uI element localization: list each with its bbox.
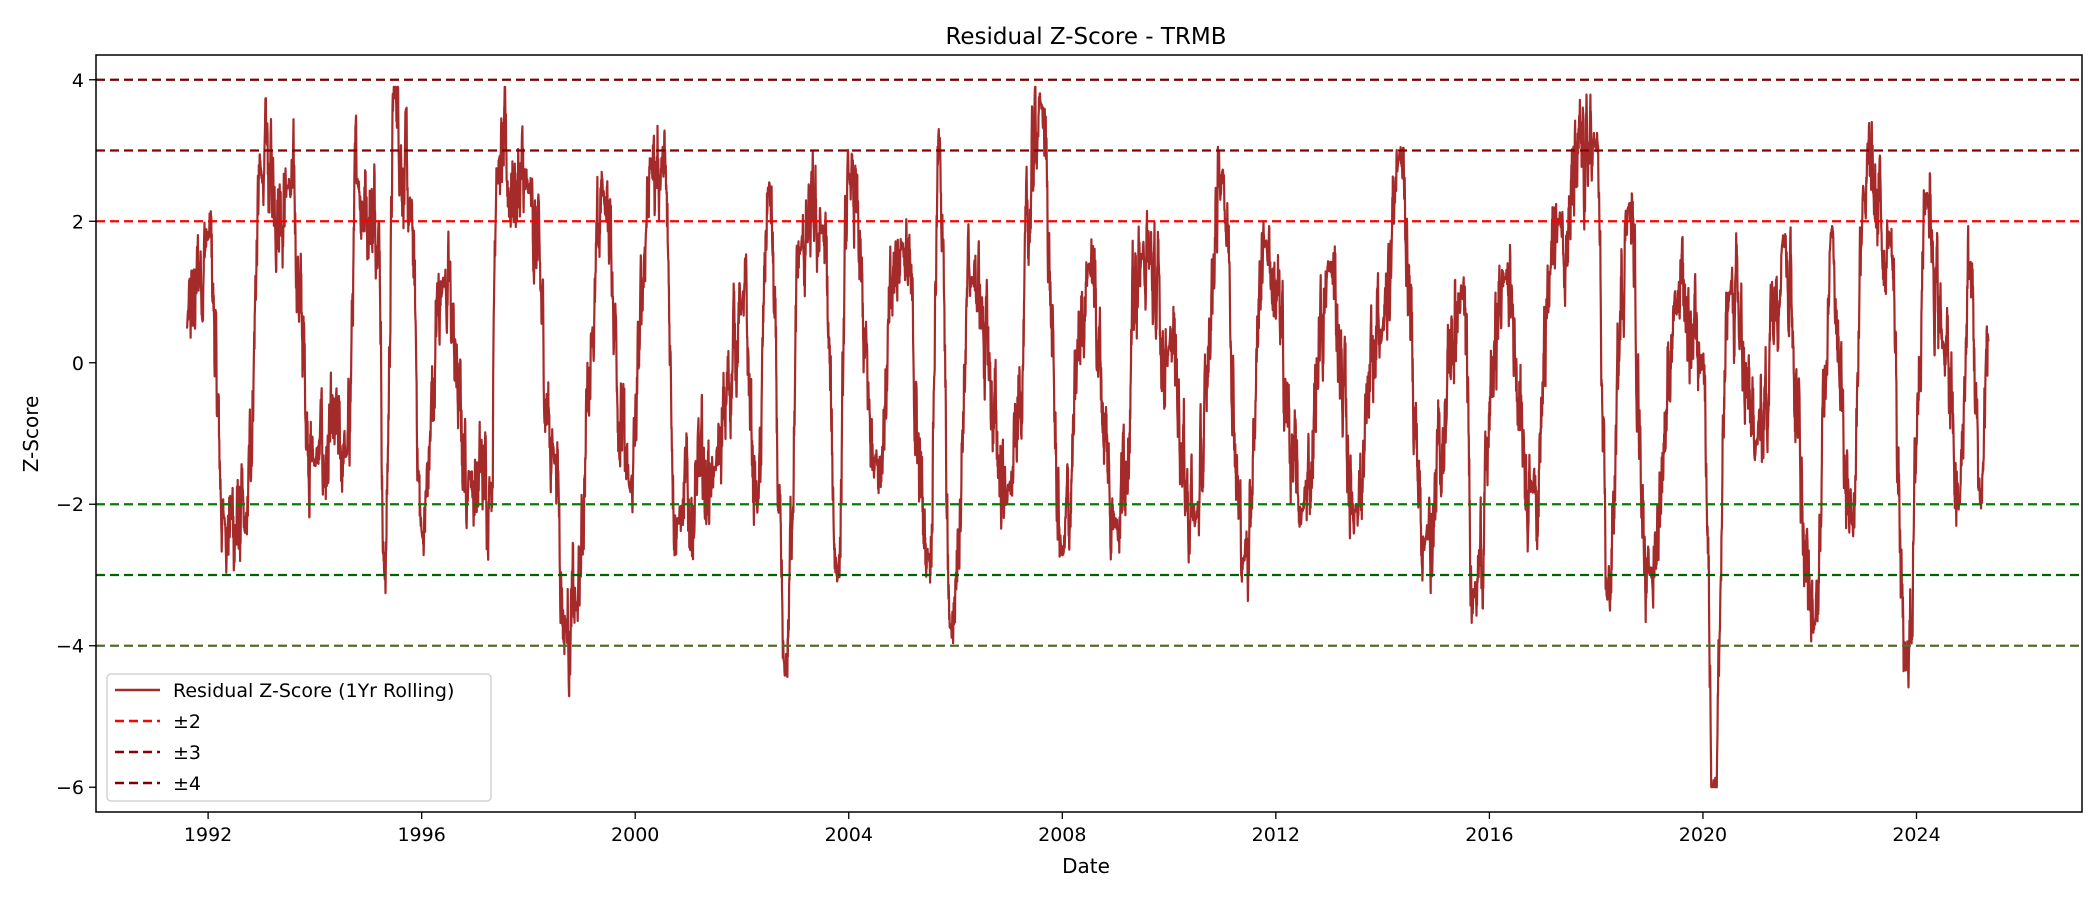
y-axis: 4 2 0 −2 −4 −6 [56, 70, 96, 799]
legend-label-2: ±2 [173, 711, 201, 733]
legend-label-residual: Residual Z-Score (1Yr Rolling) [173, 680, 454, 702]
x-tick-label: 2016 [1465, 824, 1513, 846]
x-tick-label: 2004 [825, 824, 873, 846]
x-axis: 1992 1996 2000 2004 2008 2012 2016 2020 2024 [184, 812, 1941, 846]
x-axis-label: Date [1062, 854, 1110, 878]
y-tick-label: 2 [72, 211, 84, 233]
plot-series-layer [185, 85, 1990, 789]
x-tick-label: 1992 [184, 824, 232, 846]
legend: Residual Z-Score (1Yr Rolling) ±2 ±3 ±4 [106, 673, 492, 802]
x-tick-label: 1996 [397, 824, 445, 846]
chart-title: Residual Z-Score - TRMB [945, 24, 1226, 50]
legend-box [106, 673, 492, 802]
y-tick-label: 0 [72, 353, 84, 375]
residual-zscore-line [185, 85, 1990, 789]
legend-label-3: ±3 [173, 742, 201, 764]
y-tick-label: −6 [56, 777, 84, 799]
y-tick-label: −4 [56, 636, 84, 658]
x-tick-label: 2008 [1038, 824, 1086, 846]
legend-label-4: ±4 [173, 773, 201, 795]
plot-frame [95, 54, 2083, 813]
reference-lines-layer [96, 78, 2082, 647]
x-tick-label: 2024 [1892, 824, 1940, 846]
y-tick-label: 4 [72, 70, 84, 92]
y-tick-label: −2 [56, 494, 84, 516]
y-axis-label: Z-Score [19, 396, 43, 473]
x-tick-label: 2000 [611, 824, 659, 846]
x-tick-label: 2012 [1252, 824, 1300, 846]
x-tick-label: 2020 [1679, 824, 1727, 846]
